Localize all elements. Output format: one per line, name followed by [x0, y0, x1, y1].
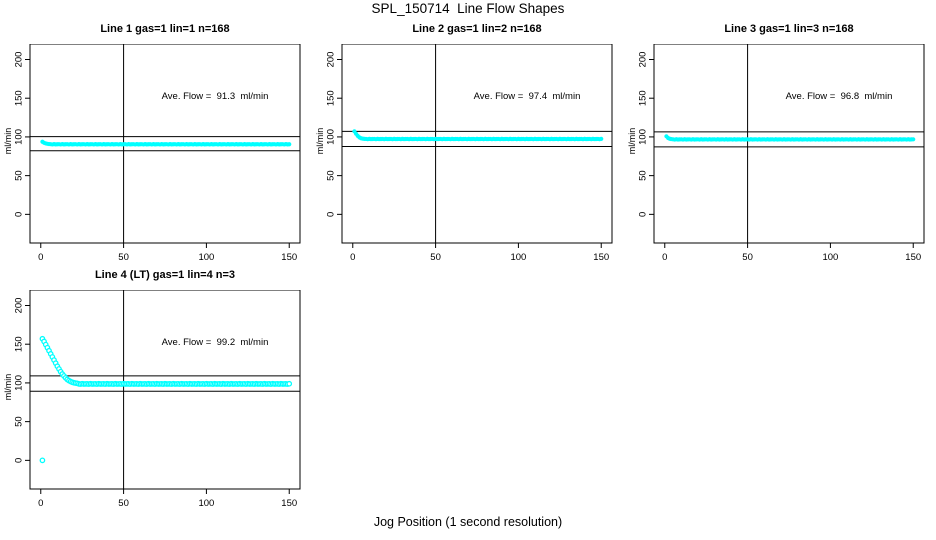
svg-text:50: 50	[430, 252, 441, 263]
plot-area: 0 50 100 150 0 50 100 150 200	[326, 44, 613, 263]
svg-text:100: 100	[822, 252, 838, 263]
svg-text:0: 0	[350, 252, 355, 263]
page-title: SPL_150714 Line Flow Shapes	[371, 1, 565, 16]
ave-flow-annotation: Ave. Flow = 99.2 ml/min	[161, 337, 269, 348]
svg-text:50: 50	[118, 498, 129, 509]
svg-text:150: 150	[638, 90, 649, 106]
svg-text:150: 150	[326, 90, 337, 106]
svg-text:0: 0	[638, 212, 649, 217]
ave-flow-annotation: Ave. Flow = 91.3 ml/min	[161, 91, 269, 102]
svg-text:50: 50	[118, 252, 129, 263]
svg-text:150: 150	[14, 90, 25, 106]
panel-title: Line 2 gas=1 lin=2 n=168	[412, 23, 542, 35]
panel-line-1: Line 1 gas=1 lin=1 n=168 ml/min 0 50 100 15…	[0, 20, 312, 266]
svg-text:50: 50	[326, 170, 337, 181]
svg-text:0: 0	[38, 252, 43, 263]
svg-text:200: 200	[14, 52, 25, 68]
svg-text:100: 100	[14, 375, 25, 391]
svg-text:100: 100	[638, 129, 649, 145]
svg-text:150: 150	[281, 498, 297, 509]
svg-text:0: 0	[662, 252, 667, 263]
svg-text:150: 150	[593, 252, 609, 263]
svg-text:150: 150	[14, 336, 25, 352]
svg-text:200: 200	[326, 52, 337, 68]
svg-text:100: 100	[510, 252, 526, 263]
panel-title: Line 4 (LT) gas=1 lin=4 n=3	[94, 269, 236, 281]
svg-text:0: 0	[14, 458, 25, 463]
panel-line-3: Line 3 gas=1 lin=3 n=168 ml/min 0 50 100 15…	[624, 20, 936, 266]
svg-text:200: 200	[14, 298, 25, 314]
plot-area: 0 50 100 150 0 50 100 150 200	[14, 290, 301, 509]
svg-text:0: 0	[38, 498, 43, 509]
plot-area: 0 50 100 150 0 50 100 150 200	[638, 44, 925, 263]
svg-text:50: 50	[14, 170, 25, 181]
svg-text:100: 100	[326, 129, 337, 145]
svg-text:50: 50	[638, 170, 649, 181]
svg-text:50: 50	[14, 416, 25, 427]
svg-text:100: 100	[198, 498, 214, 509]
svg-text:100: 100	[14, 129, 25, 145]
ave-flow-annotation: Ave. Flow = 96.8 ml/min	[785, 91, 893, 102]
svg-text:150: 150	[281, 252, 297, 263]
svg-text:0: 0	[326, 212, 337, 217]
panel-title: Line 3 gas=1 lin=3 n=168	[724, 23, 854, 35]
svg-text:200: 200	[638, 52, 649, 68]
svg-text:0: 0	[14, 212, 25, 217]
svg-text:50: 50	[742, 252, 753, 263]
panel-title: Line 1 gas=1 lin=1 n=168	[100, 23, 230, 35]
panel-line-2: Line 2 gas=1 lin=2 n=168 ml/min 0 50 100 15…	[312, 20, 624, 266]
plot-area: 0 50 100 150 0 50 100 150 200	[14, 44, 301, 263]
svg-text:100: 100	[198, 252, 214, 263]
x-axis-label: Jog Position (1 second resolution)	[373, 515, 563, 529]
svg-text:150: 150	[905, 252, 921, 263]
panel-line-4: Line 4 (LT) gas=1 lin=4 n=3 ml/min 0 50 10…	[0, 266, 312, 512]
ave-flow-annotation: Ave. Flow = 97.4 ml/min	[473, 91, 581, 102]
